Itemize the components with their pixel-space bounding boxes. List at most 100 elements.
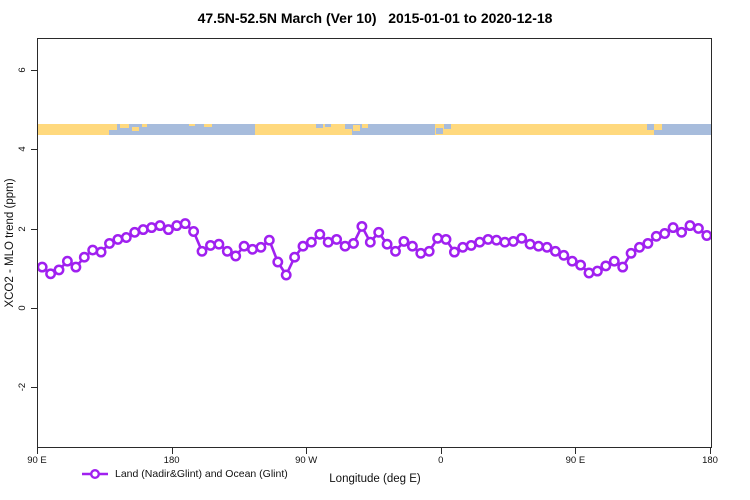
ocean-patch xyxy=(444,124,451,129)
data-point xyxy=(390,245,401,257)
data-point xyxy=(322,236,334,248)
data-point xyxy=(591,265,603,277)
data-point xyxy=(491,234,502,246)
x-tick-label: 90 W xyxy=(295,455,318,466)
data-point xyxy=(230,250,242,262)
ocean-segment xyxy=(344,123,436,136)
y-tick-mark xyxy=(31,307,37,309)
data-point xyxy=(120,232,132,243)
data-point xyxy=(381,238,393,250)
data-point xyxy=(221,245,233,257)
land-patch xyxy=(352,125,360,131)
x-tick-mark xyxy=(37,448,38,454)
data-point xyxy=(642,237,654,249)
data-point xyxy=(465,239,477,251)
x-tick-mark xyxy=(710,448,711,454)
x-axis-title: Longitude (deg E) xyxy=(329,473,421,485)
data-point xyxy=(625,247,637,259)
data-point xyxy=(348,237,359,249)
plot-area: Land (Nadir&Glint) and Ocean (Glint) xyxy=(37,38,712,480)
data-point xyxy=(213,238,225,250)
data-point xyxy=(499,236,511,248)
data-point xyxy=(432,232,444,244)
y-tick-label: 2 xyxy=(17,225,28,232)
data-point xyxy=(263,234,275,246)
data-point xyxy=(331,233,343,245)
land-patch xyxy=(362,123,368,128)
data-point xyxy=(162,224,174,236)
x-tick-label: 90 E xyxy=(565,455,586,466)
data-point xyxy=(457,241,469,253)
land-patch xyxy=(132,126,139,132)
data-point xyxy=(541,241,553,253)
land-patch xyxy=(142,123,148,128)
data-point xyxy=(608,255,620,267)
data-point xyxy=(667,222,679,234)
legend: Land (Nadir&Glint) and Ocean (Glint) xyxy=(82,468,288,480)
data-point xyxy=(146,222,158,234)
data-point xyxy=(558,249,570,261)
y-tick-label: 0 xyxy=(17,304,28,311)
land-patch xyxy=(647,129,654,136)
data-point xyxy=(692,222,704,234)
x-tick-mark xyxy=(171,448,173,454)
data-point xyxy=(448,246,460,258)
data-point xyxy=(701,230,711,241)
x-tick-mark xyxy=(575,448,577,454)
data-point xyxy=(676,226,688,238)
data-point xyxy=(305,236,317,248)
data-point xyxy=(70,261,82,273)
data-point xyxy=(137,224,149,236)
data-point xyxy=(95,246,107,258)
data-point xyxy=(373,226,385,238)
data-point xyxy=(104,237,115,249)
data-point xyxy=(650,230,662,242)
land-patch xyxy=(654,123,662,130)
land-patch xyxy=(344,128,352,136)
data-point xyxy=(423,245,435,257)
data-point xyxy=(112,233,124,245)
data-point xyxy=(255,241,267,253)
data-point xyxy=(129,226,141,238)
data-point xyxy=(38,261,48,273)
data-point xyxy=(659,228,671,239)
ocean-patch xyxy=(325,123,332,127)
legend-line-symbol xyxy=(82,469,108,479)
x-tick-mark xyxy=(440,448,442,454)
data-point xyxy=(179,218,191,230)
data-point xyxy=(61,255,73,267)
data-point xyxy=(297,240,309,252)
legend-label: Land (Nadir&Glint) and Ocean (Glint) xyxy=(115,468,288,480)
x-tick-label: 90 E xyxy=(27,455,47,466)
x-tick-mark xyxy=(306,448,308,454)
data-point xyxy=(600,260,612,272)
data-point xyxy=(188,226,200,237)
ocean-patch xyxy=(436,127,444,134)
y-tick-mark xyxy=(31,70,37,72)
data-point xyxy=(272,256,284,268)
ocean-patch xyxy=(315,123,324,129)
y-tick-label: 4 xyxy=(17,146,28,153)
y-tick-mark xyxy=(31,228,37,230)
trend-curve xyxy=(38,218,711,281)
y-tick-mark xyxy=(31,149,37,151)
data-point xyxy=(339,240,351,252)
land-patch xyxy=(108,123,118,131)
data-point xyxy=(415,247,427,259)
data-point xyxy=(507,235,519,247)
data-point xyxy=(238,240,250,252)
data-point xyxy=(516,232,528,244)
data-point xyxy=(406,240,418,252)
data-point xyxy=(87,244,99,256)
data-point xyxy=(684,220,696,232)
ocean-segment xyxy=(108,123,256,136)
ocean-segment xyxy=(647,123,711,136)
data-point xyxy=(247,243,258,255)
data-point xyxy=(474,236,486,248)
x-tick-label: 0 xyxy=(438,455,444,466)
data-point xyxy=(78,251,90,263)
data-point xyxy=(634,241,645,253)
data-point xyxy=(280,269,292,281)
land-patch xyxy=(120,123,129,128)
data-point xyxy=(171,220,183,232)
